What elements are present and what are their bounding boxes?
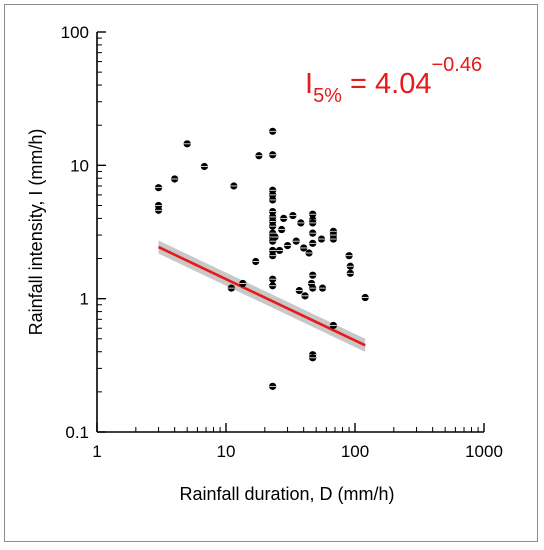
threshold-equation: I5% = 4.04−0.46 (305, 54, 482, 107)
x-tick-label: 10 (217, 442, 236, 461)
x-tick-label: 100 (341, 442, 369, 461)
y-tick-label: 10 (70, 156, 89, 175)
data-points-layer (154, 127, 369, 390)
x-tick-label: 1000 (465, 442, 503, 461)
x-axis-title: Rainfall duration, D (mm/h) (179, 484, 394, 504)
equation-rhs: = 4.04 (342, 68, 432, 100)
threshold-line-layer (157, 245, 366, 347)
y-axis-title: Rainfall intensity, I (mm/h) (26, 129, 46, 336)
equation-subscript: 5% (313, 85, 342, 107)
figure-frame (4, 4, 538, 542)
x-tick-label: 1 (92, 442, 101, 461)
y-tick-label: 100 (61, 23, 89, 42)
equation-base: I (305, 68, 313, 100)
y-tick-label: 0.1 (65, 423, 89, 442)
y-tick-label: 1 (80, 290, 89, 309)
threshold-fit-line (157, 245, 366, 347)
equation-exponent: −0.46 (431, 54, 482, 76)
